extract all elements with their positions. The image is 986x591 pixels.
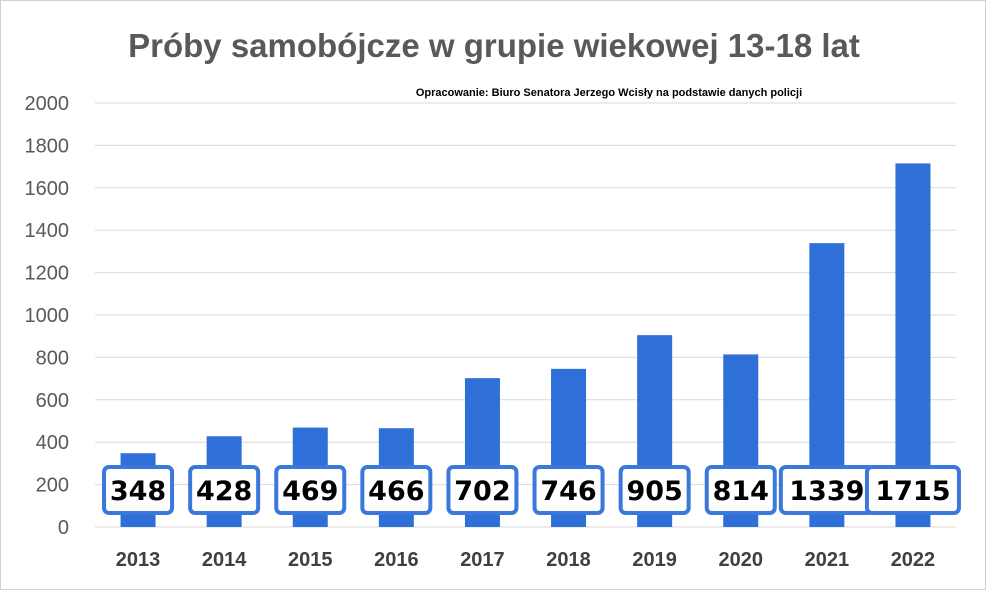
- data-label: 746: [540, 476, 596, 507]
- x-tick-label: 2013: [116, 549, 161, 571]
- y-tick-label: 1200: [25, 263, 70, 285]
- data-label-box: [188, 465, 261, 515]
- data-label: 1715: [875, 476, 950, 507]
- y-tick-label: 800: [36, 347, 69, 369]
- data-label: 469: [282, 476, 338, 507]
- data-label-box: [532, 465, 605, 515]
- y-tick-label: 1400: [25, 220, 70, 242]
- y-tick-label: 2000: [25, 93, 70, 115]
- data-label-box: [274, 465, 347, 515]
- x-tick-label: 2020: [719, 549, 764, 571]
- y-tick-label: 1600: [25, 178, 70, 200]
- data-label: 702: [454, 476, 510, 507]
- x-tick-label: 2018: [546, 549, 591, 571]
- y-tick-label: 1000: [25, 305, 70, 327]
- data-label-box: [704, 465, 777, 515]
- data-label-box: [102, 465, 175, 515]
- data-label: 348: [110, 476, 166, 507]
- data-label: 814: [713, 476, 769, 507]
- x-tick-label: 2019: [632, 549, 677, 571]
- y-tick-label: 600: [36, 390, 69, 412]
- x-tick-label: 2017: [460, 549, 505, 571]
- x-tick-label: 2022: [891, 549, 936, 571]
- x-tick-label: 2014: [202, 549, 247, 571]
- x-tick-label: 2015: [288, 549, 333, 571]
- data-label-box: [618, 465, 691, 515]
- y-tick-label: 200: [36, 475, 69, 497]
- x-tick-label: 2016: [374, 549, 419, 571]
- data-label-box: [864, 465, 961, 515]
- data-label: 428: [196, 476, 252, 507]
- y-tick-label: 0: [58, 517, 69, 539]
- data-label-box: [360, 465, 433, 515]
- chart-title: Próby samobójcze w grupie wiekowej 13-18…: [128, 27, 860, 64]
- x-tick-label: 2021: [805, 549, 850, 571]
- y-tick-label: 1800: [25, 135, 70, 157]
- y-tick-label: 400: [36, 432, 69, 454]
- data-label: 1339: [789, 476, 864, 507]
- data-label: 466: [368, 476, 424, 507]
- source-note: Opracowanie: Biuro Senatora Jerzego Wcis…: [415, 87, 803, 99]
- data-label-box: [446, 465, 519, 515]
- data-label: 905: [626, 476, 682, 507]
